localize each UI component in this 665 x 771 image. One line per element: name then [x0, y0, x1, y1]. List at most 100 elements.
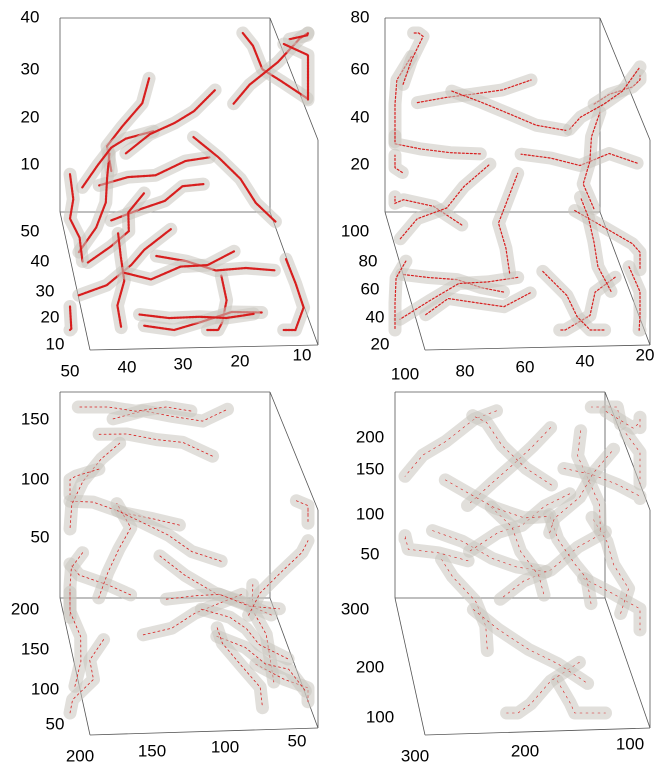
filament	[451, 90, 567, 131]
z-tick-label: 150	[21, 409, 49, 428]
box-edge	[59, 211, 91, 351]
filament	[296, 500, 309, 524]
panel: 40 30 20 10 50 40 30 20 10 50 40 30 20 10	[21, 7, 319, 380]
filament	[255, 663, 309, 703]
halo	[492, 166, 525, 280]
filament	[77, 228, 172, 297]
x-tick-label: 40	[118, 357, 137, 376]
x-tick-label: 50	[61, 361, 80, 380]
filament	[86, 191, 146, 264]
filament	[549, 448, 614, 534]
filament	[69, 500, 180, 526]
x-tick-label: 80	[456, 361, 475, 380]
filament	[69, 468, 100, 495]
filament	[282, 42, 310, 101]
halo	[514, 147, 644, 172]
z-tick-label: 80	[351, 7, 370, 26]
filament	[155, 254, 276, 272]
filament	[520, 152, 638, 167]
filament	[425, 292, 531, 316]
box-edge	[269, 17, 319, 141]
z-tick-label: 100	[356, 504, 384, 523]
box-edge	[89, 344, 319, 351]
filament	[441, 559, 488, 651]
filament	[473, 609, 588, 684]
y-tick-label: 150	[21, 639, 49, 658]
halo	[277, 252, 311, 337]
z-tick-label: 150	[356, 459, 384, 478]
filament	[116, 510, 222, 562]
filament	[432, 530, 547, 573]
filament	[402, 32, 424, 85]
box-edge	[394, 597, 426, 736]
halo	[71, 400, 198, 418]
filament	[568, 66, 641, 130]
y-tick-label: 300	[341, 599, 369, 618]
filament	[69, 591, 82, 687]
filament	[116, 232, 126, 329]
x-tick-label: 100	[211, 737, 239, 756]
y-tick-label: 20	[371, 334, 390, 353]
filament	[556, 680, 606, 714]
filament	[216, 627, 263, 709]
filament	[394, 196, 463, 226]
y-tick-label: 30	[36, 281, 55, 300]
y-tick-label: 40	[366, 307, 385, 326]
box-edge	[424, 344, 651, 351]
x-tick-label: 300	[401, 746, 429, 765]
x-tick-label: 20	[636, 345, 655, 364]
halo	[466, 409, 558, 492]
z-tick-label: 40	[351, 107, 370, 126]
z-tick-label: 200	[356, 427, 384, 446]
filament	[81, 130, 155, 189]
x-tick-label: 10	[293, 345, 312, 364]
filament	[506, 662, 580, 714]
filament	[497, 172, 519, 274]
filament	[68, 305, 73, 332]
z-tick-label: 30	[21, 59, 40, 78]
filament	[394, 260, 407, 331]
filament	[69, 639, 104, 714]
x-tick-label: 20	[231, 351, 250, 370]
y-tick-label: 50	[46, 714, 65, 733]
box-edge	[89, 727, 319, 736]
filament	[490, 506, 545, 596]
filament	[142, 593, 243, 636]
filament	[200, 608, 289, 660]
filament	[591, 517, 629, 614]
filament	[68, 173, 84, 263]
filament	[69, 442, 121, 530]
y-tick-label: 100	[366, 707, 394, 726]
x-tick-label: 200	[66, 746, 94, 765]
x-tick-label: 50	[288, 731, 307, 750]
filament	[288, 31, 310, 41]
y-tick-label: 10	[46, 334, 65, 353]
box-edge	[604, 597, 651, 729]
filament	[563, 468, 641, 499]
y-tick-label: 200	[356, 657, 384, 676]
filament	[98, 433, 213, 457]
y-tick-label: 20	[41, 307, 60, 326]
filament	[248, 540, 309, 616]
y-tick-label: 60	[361, 279, 380, 298]
y-tick-label: 200	[11, 599, 39, 618]
z-tick-label: 60	[351, 59, 370, 78]
halo	[622, 260, 647, 337]
y-tick-label: 50	[21, 221, 40, 240]
filament	[394, 154, 403, 174]
filament	[69, 562, 131, 596]
filament	[216, 635, 306, 692]
halo	[63, 436, 127, 536]
x-tick-label: 40	[576, 351, 595, 370]
y-tick-label: 80	[359, 251, 378, 270]
halo	[63, 585, 88, 693]
filament	[404, 410, 497, 477]
filament	[549, 514, 592, 604]
filament	[192, 136, 277, 223]
filament	[582, 111, 601, 210]
z-tick-label: 20	[351, 154, 370, 173]
filament	[542, 270, 606, 331]
